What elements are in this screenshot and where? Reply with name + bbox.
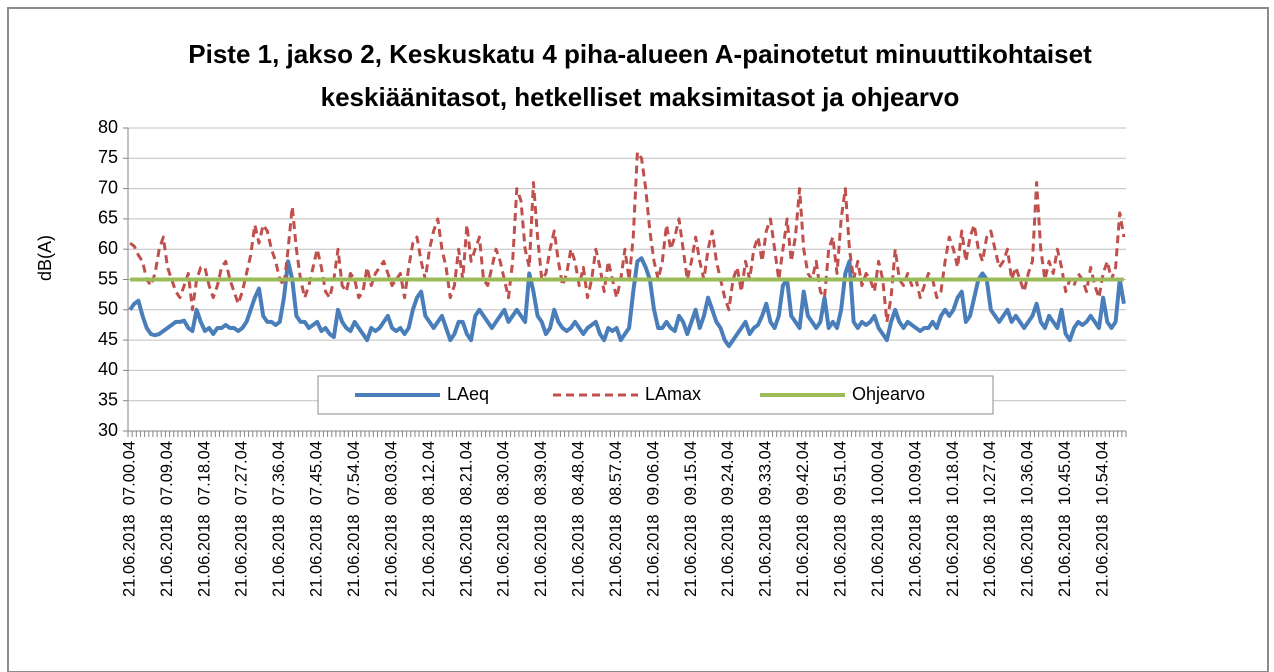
y-tick-label: 65 xyxy=(98,208,118,228)
y-tick-label: 35 xyxy=(98,389,118,409)
x-tick-label: 21.06.2018 10.36.04 xyxy=(1019,441,1037,597)
x-tick-label: 21.06.2018 09.24.04 xyxy=(719,441,737,597)
legend-label: Ohjearvo xyxy=(852,384,925,404)
series-line xyxy=(129,150,1126,324)
y-tick-label: 75 xyxy=(98,147,118,167)
y-tick-label: 40 xyxy=(98,359,118,379)
series-line xyxy=(128,256,1126,349)
x-tick-label: 21.06.2018 07.45.04 xyxy=(308,441,326,597)
x-tick-label: 21.06.2018 07.00.04 xyxy=(120,441,138,597)
x-tick-label: 21.06.2018 07.36.04 xyxy=(270,441,288,597)
legend-label: LAmax xyxy=(645,384,701,404)
y-tick-label: 50 xyxy=(98,299,118,319)
x-tick-label: 21.06.2018 10.45.04 xyxy=(1056,441,1074,597)
chart-title: Piste 1, jakso 2, Keskuskatu 4 piha-alue… xyxy=(188,39,1092,69)
x-tick-label: 21.06.2018 07.09.04 xyxy=(158,441,176,597)
chart-title: keskiäänitasot, hetkelliset maksimitasot… xyxy=(321,82,960,112)
x-tick-label: 21.06.2018 08.03.04 xyxy=(382,441,400,597)
x-tick-marks xyxy=(127,431,1127,437)
x-tick-label: 21.06.2018 07.18.04 xyxy=(195,441,213,597)
x-tick-label: 21.06.2018 09.06.04 xyxy=(644,441,662,597)
y-tick-label: 60 xyxy=(98,238,118,258)
x-tick-label: 21.06.2018 09.51.04 xyxy=(832,441,850,597)
y-axis-label: dB(A) xyxy=(35,235,55,281)
x-tick-label: 21.06.2018 10.18.04 xyxy=(944,441,962,597)
x-tick-label: 21.06.2018 10.09.04 xyxy=(906,441,924,597)
x-tick-label: 21.06.2018 08.12.04 xyxy=(420,441,438,597)
y-tick-label: 55 xyxy=(98,268,118,288)
x-tick-label: 21.06.2018 10.00.04 xyxy=(869,441,887,597)
y-tick-label: 45 xyxy=(98,329,118,349)
legend-label: LAeq xyxy=(447,384,489,404)
x-tick-label: 21.06.2018 09.15.04 xyxy=(682,441,700,597)
x-tick-label: 21.06.2018 08.30.04 xyxy=(495,441,513,597)
x-tick-label: 21.06.2018 09.42.04 xyxy=(794,441,812,597)
y-tick-label: 80 xyxy=(98,117,118,137)
y-tick-label: 30 xyxy=(98,420,118,440)
x-tick-label: 21.06.2018 08.21.04 xyxy=(457,441,475,597)
x-tick-label: 21.06.2018 10.54.04 xyxy=(1093,441,1111,597)
x-tick-label: 21.06.2018 09.33.04 xyxy=(757,441,775,597)
x-tick-label: 21.06.2018 07.27.04 xyxy=(233,441,251,597)
y-tick-label: 70 xyxy=(98,177,118,197)
x-tick-label: 21.06.2018 08.39.04 xyxy=(532,441,550,597)
x-tick-label: 21.06.2018 08.48.04 xyxy=(570,441,588,597)
x-tick-label: 21.06.2018 08.57.04 xyxy=(607,441,625,597)
x-tick-label: 21.06.2018 10.27.04 xyxy=(981,441,999,597)
x-tick-label: 21.06.2018 07.54.04 xyxy=(345,441,363,597)
